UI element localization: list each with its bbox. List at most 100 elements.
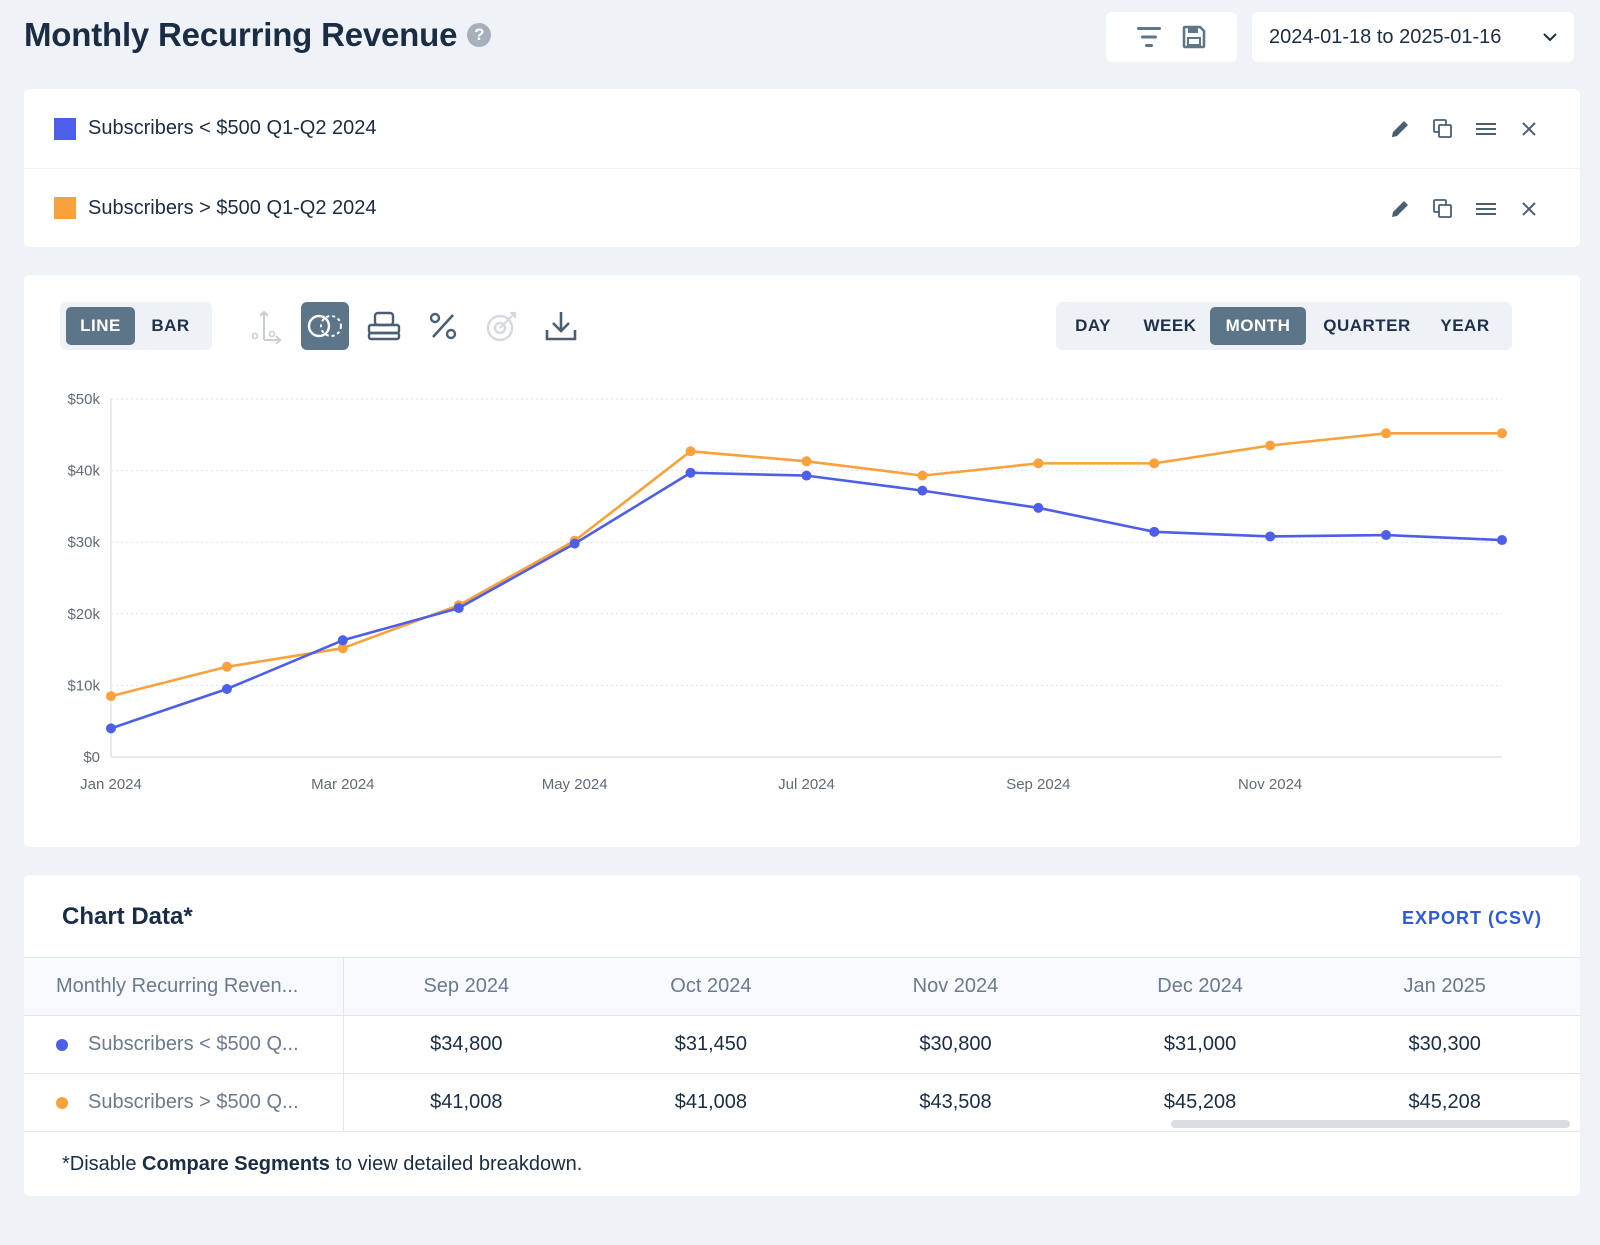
axis-tool-button[interactable] <box>242 302 290 350</box>
data-point <box>1381 530 1392 541</box>
data-point <box>1033 502 1044 513</box>
remove-segment-button[interactable] <box>1515 115 1542 142</box>
period-quarter[interactable]: QUARTER <box>1323 316 1411 335</box>
export-csv-link[interactable]: EXPORT (CSV) <box>1401 908 1542 928</box>
chart-type-toggle: LINE BAR <box>60 302 212 350</box>
table-cell: $41,008 <box>430 1091 503 1113</box>
table-cell: $30,800 <box>919 1033 992 1055</box>
data-point <box>1149 458 1160 469</box>
header-icon-group <box>1106 12 1237 62</box>
chart-type-bar[interactable]: BAR <box>151 316 190 335</box>
data-point <box>1497 428 1507 439</box>
period-month[interactable]: MONTH <box>1210 307 1306 345</box>
x-tick-label: Nov 2024 <box>1238 776 1302 793</box>
table-row: Subscribers > $500 Q... $41,008 $41,008 … <box>24 1074 1580 1132</box>
table-header-row: Monthly Recurring Reven... Sep 2024 Oct … <box>24 958 1580 1016</box>
edit-segment-button[interactable] <box>1386 195 1413 222</box>
menu-icon <box>1475 202 1496 215</box>
chart-data-card: Chart Data* EXPORT (CSV) Monthly Recurri… <box>24 875 1580 1196</box>
y-tick-label: $30k <box>67 534 100 551</box>
segment-color-swatch <box>54 117 76 140</box>
copy-icon <box>1432 198 1452 218</box>
segments-panel: Subscribers < $500 Q1-Q2 2024 Subscriber… <box>24 89 1580 247</box>
data-point <box>1033 458 1044 469</box>
period-toggle: DAY WEEK MONTH QUARTER YEAR <box>1056 302 1512 350</box>
page-header: Monthly Recurring Revenue ? 2024-01-18 t… <box>24 12 1580 64</box>
compare-segments-icon <box>307 314 342 338</box>
copy-icon <box>1432 118 1452 138</box>
table-header-cell: Dec 2024 <box>1157 975 1243 997</box>
date-range-picker[interactable]: 2024-01-18 to 2025-01-16 <box>1252 12 1574 62</box>
data-point <box>1381 428 1392 439</box>
goal-button[interactable] <box>478 302 526 350</box>
data-point <box>1265 440 1276 451</box>
compare-segments-button[interactable] <box>301 302 349 350</box>
remove-segment-button[interactable] <box>1515 195 1542 222</box>
download-button[interactable] <box>537 302 585 350</box>
period-week[interactable]: WEEK <box>1143 316 1197 335</box>
edit-segment-button[interactable] <box>1386 115 1413 142</box>
footnote-bold: Compare Segments <box>142 1153 330 1175</box>
period-day[interactable]: DAY <box>1075 316 1111 335</box>
table-cell: $43,508 <box>919 1091 992 1113</box>
table-cell: $31,450 <box>674 1033 748 1055</box>
data-point <box>685 446 696 457</box>
segment-actions <box>1386 169 1542 248</box>
table-header-cell: Nov 2024 <box>912 975 999 997</box>
data-point <box>917 470 928 481</box>
close-icon <box>1521 201 1536 216</box>
data-point <box>337 643 348 654</box>
reorder-segment-button[interactable] <box>1472 195 1499 222</box>
table-row-label-text: Subscribers < $500 Q... <box>88 1033 299 1055</box>
menu-icon <box>1475 122 1496 135</box>
table-header-cell: Oct 2024 <box>670 975 752 997</box>
segment-row: Subscribers > $500 Q1-Q2 2024 <box>24 168 1580 247</box>
table-row-label-text: Subscribers > $500 Q... <box>88 1091 299 1113</box>
y-tick-label: $0 <box>83 749 100 766</box>
stack-button[interactable] <box>360 302 408 350</box>
chart-type-line[interactable]: LINE <box>66 307 136 345</box>
chevron-down-icon <box>1543 33 1557 42</box>
date-range-text: 2024-01-18 to 2025-01-16 <box>1269 25 1502 48</box>
data-point <box>801 470 812 481</box>
pencil-icon <box>1391 200 1408 217</box>
percent-button[interactable] <box>419 302 467 350</box>
y-tick-label: $20k <box>67 606 100 623</box>
data-point <box>1149 526 1160 537</box>
footnote: *Disable Compare Segments to view detail… <box>62 1153 582 1176</box>
table-header-cell: Sep 2024 <box>423 975 510 997</box>
close-icon <box>1521 121 1536 136</box>
data-point <box>337 635 348 646</box>
filter-button[interactable] <box>1132 20 1166 54</box>
segment-label: Subscribers < $500 Q1-Q2 2024 <box>88 117 377 139</box>
data-point <box>801 456 812 467</box>
series-line <box>110 471 1503 730</box>
save-button[interactable] <box>1177 20 1211 54</box>
x-tick-label: Mar 2024 <box>311 776 374 793</box>
pencil-icon <box>1391 120 1408 137</box>
table-cell: $45,208 <box>1408 1091 1481 1113</box>
help-icon[interactable]: ? <box>467 23 492 47</box>
duplicate-segment-button[interactable] <box>1429 115 1456 142</box>
data-point <box>685 467 696 478</box>
reorder-segment-button[interactable] <box>1472 115 1499 142</box>
period-year[interactable]: YEAR <box>1440 316 1490 335</box>
y-tick-label: $50k <box>67 391 100 408</box>
data-point <box>453 603 464 614</box>
footnote-suffix: to view detailed breakdown. <box>329 1153 583 1175</box>
segment-color-swatch <box>54 197 76 219</box>
data-point <box>569 538 580 549</box>
table-cell: $45,208 <box>1163 1091 1237 1113</box>
footnote-prefix: *Disable <box>62 1153 143 1175</box>
stack-icon <box>367 311 401 341</box>
data-point <box>221 661 232 672</box>
duplicate-segment-button[interactable] <box>1429 195 1456 222</box>
table-row-label: Subscribers > $500 Q... <box>24 1074 344 1131</box>
data-point <box>106 723 116 734</box>
table-row-label: Subscribers < $500 Q... <box>24 1016 344 1073</box>
segment-row: Subscribers < $500 Q1-Q2 2024 <box>24 89 1580 168</box>
chart-card: LINE BAR <box>24 275 1580 847</box>
segment-label: Subscribers > $500 Q1-Q2 2024 <box>88 196 377 219</box>
filter-icon <box>1136 27 1161 47</box>
table-horizontal-scrollbar[interactable] <box>1171 1120 1570 1128</box>
